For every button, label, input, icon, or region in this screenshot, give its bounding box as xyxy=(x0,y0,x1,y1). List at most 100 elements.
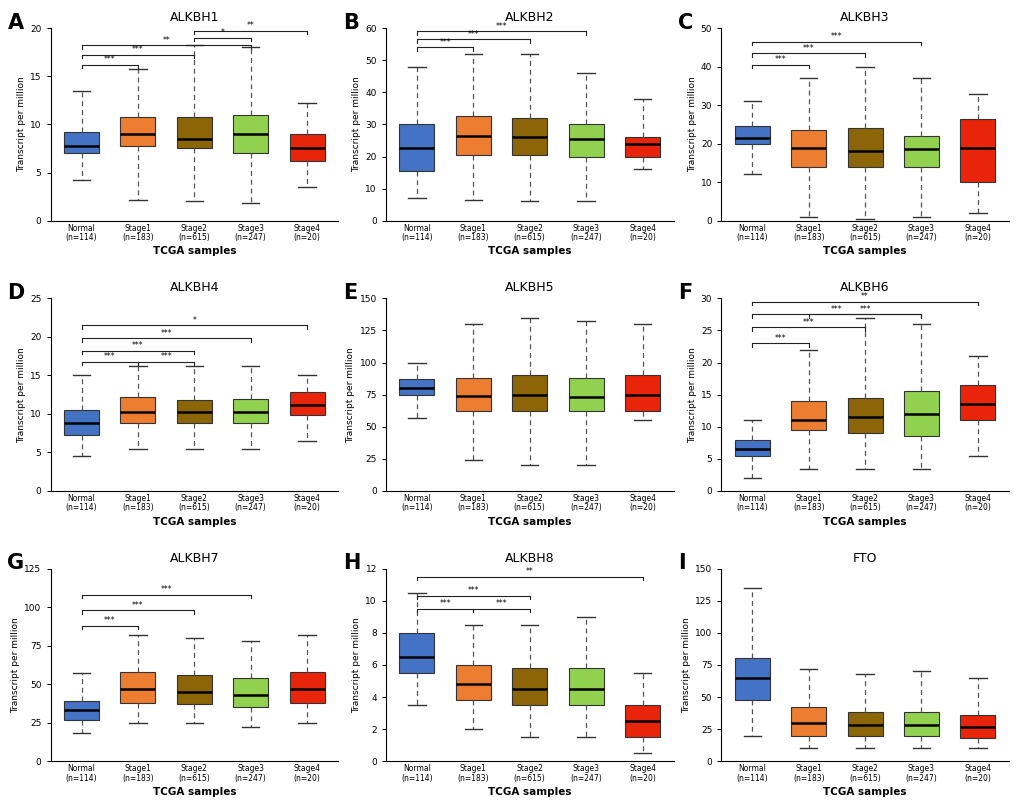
Text: ***: *** xyxy=(132,341,144,350)
PathPatch shape xyxy=(734,440,769,456)
PathPatch shape xyxy=(399,124,434,171)
Title: ALKBH8: ALKBH8 xyxy=(504,552,554,565)
PathPatch shape xyxy=(233,678,268,707)
PathPatch shape xyxy=(64,132,99,154)
PathPatch shape xyxy=(120,397,155,423)
PathPatch shape xyxy=(903,136,938,166)
Title: ALKBH7: ALKBH7 xyxy=(169,552,219,565)
Text: B: B xyxy=(342,13,359,32)
X-axis label: TCGA samples: TCGA samples xyxy=(487,246,571,256)
PathPatch shape xyxy=(455,665,490,701)
Y-axis label: Transcript per million: Transcript per million xyxy=(352,617,361,713)
Text: ***: *** xyxy=(830,32,842,41)
Text: **: ** xyxy=(860,292,868,301)
Title: ALKBH2: ALKBH2 xyxy=(504,11,554,24)
PathPatch shape xyxy=(289,393,324,415)
Y-axis label: Transcript per million: Transcript per million xyxy=(11,617,20,713)
Text: D: D xyxy=(7,283,24,303)
Text: E: E xyxy=(342,283,357,303)
PathPatch shape xyxy=(64,701,99,720)
Text: H: H xyxy=(342,553,360,573)
Text: ***: *** xyxy=(160,329,172,338)
Text: ***: *** xyxy=(132,45,144,54)
PathPatch shape xyxy=(512,118,546,155)
Title: ALKBH5: ALKBH5 xyxy=(504,281,554,294)
PathPatch shape xyxy=(960,119,995,182)
PathPatch shape xyxy=(903,713,938,735)
PathPatch shape xyxy=(120,116,155,145)
X-axis label: TCGA samples: TCGA samples xyxy=(487,516,571,527)
PathPatch shape xyxy=(289,134,324,161)
Text: ***: *** xyxy=(104,352,115,361)
PathPatch shape xyxy=(289,671,324,703)
X-axis label: TCGA samples: TCGA samples xyxy=(153,246,235,256)
Text: C: C xyxy=(678,13,693,32)
PathPatch shape xyxy=(176,116,212,149)
Title: ALKBH4: ALKBH4 xyxy=(169,281,219,294)
Text: ***: *** xyxy=(104,55,115,64)
Title: ALKBH3: ALKBH3 xyxy=(840,11,889,24)
PathPatch shape xyxy=(399,633,434,673)
Y-axis label: Transcript per million: Transcript per million xyxy=(346,347,356,443)
PathPatch shape xyxy=(176,675,212,705)
Y-axis label: Transcript per million: Transcript per million xyxy=(687,77,696,172)
Text: ***: *** xyxy=(774,55,786,64)
Text: **: ** xyxy=(162,36,170,44)
Text: ***: *** xyxy=(467,587,479,595)
Y-axis label: Transcript per million: Transcript per million xyxy=(17,347,25,443)
PathPatch shape xyxy=(734,126,769,144)
PathPatch shape xyxy=(568,378,603,411)
PathPatch shape xyxy=(399,379,434,394)
Text: ***: *** xyxy=(495,600,506,608)
PathPatch shape xyxy=(847,713,881,735)
PathPatch shape xyxy=(847,128,881,166)
PathPatch shape xyxy=(625,705,659,737)
Text: ***: *** xyxy=(802,44,814,53)
Text: ***: *** xyxy=(830,305,842,314)
PathPatch shape xyxy=(455,116,490,155)
PathPatch shape xyxy=(120,671,155,703)
PathPatch shape xyxy=(568,668,603,705)
Text: ***: *** xyxy=(439,38,450,47)
Text: ***: *** xyxy=(495,22,506,31)
PathPatch shape xyxy=(791,707,825,735)
PathPatch shape xyxy=(625,376,659,411)
X-axis label: TCGA samples: TCGA samples xyxy=(822,516,906,527)
Text: ***: *** xyxy=(160,352,172,361)
X-axis label: TCGA samples: TCGA samples xyxy=(153,516,235,527)
X-axis label: TCGA samples: TCGA samples xyxy=(153,787,235,797)
Text: ***: *** xyxy=(802,318,814,326)
X-axis label: TCGA samples: TCGA samples xyxy=(487,787,571,797)
Text: I: I xyxy=(678,553,685,573)
X-axis label: TCGA samples: TCGA samples xyxy=(822,246,906,256)
Text: ***: *** xyxy=(467,30,479,39)
PathPatch shape xyxy=(791,401,825,430)
PathPatch shape xyxy=(960,385,995,420)
PathPatch shape xyxy=(233,398,268,423)
Text: *: * xyxy=(193,316,196,325)
Title: ALKBH1: ALKBH1 xyxy=(169,11,219,24)
Text: G: G xyxy=(7,553,24,573)
Text: ***: *** xyxy=(132,600,144,609)
Y-axis label: Transcript per million: Transcript per million xyxy=(352,77,361,172)
Y-axis label: Transcript per million: Transcript per million xyxy=(681,617,690,713)
PathPatch shape xyxy=(960,715,995,739)
PathPatch shape xyxy=(847,398,881,433)
PathPatch shape xyxy=(64,410,99,436)
X-axis label: TCGA samples: TCGA samples xyxy=(822,787,906,797)
Title: ALKBH6: ALKBH6 xyxy=(840,281,889,294)
PathPatch shape xyxy=(176,400,212,423)
PathPatch shape xyxy=(734,659,769,700)
PathPatch shape xyxy=(512,668,546,705)
Y-axis label: Transcript per million: Transcript per million xyxy=(687,347,696,443)
Text: ***: *** xyxy=(104,616,115,625)
Text: *: * xyxy=(220,28,224,37)
PathPatch shape xyxy=(455,378,490,411)
PathPatch shape xyxy=(512,376,546,411)
PathPatch shape xyxy=(568,124,603,157)
Text: A: A xyxy=(7,13,23,32)
Text: ***: *** xyxy=(439,600,450,608)
PathPatch shape xyxy=(625,137,659,157)
Title: FTO: FTO xyxy=(852,552,876,565)
Text: **: ** xyxy=(247,21,255,31)
